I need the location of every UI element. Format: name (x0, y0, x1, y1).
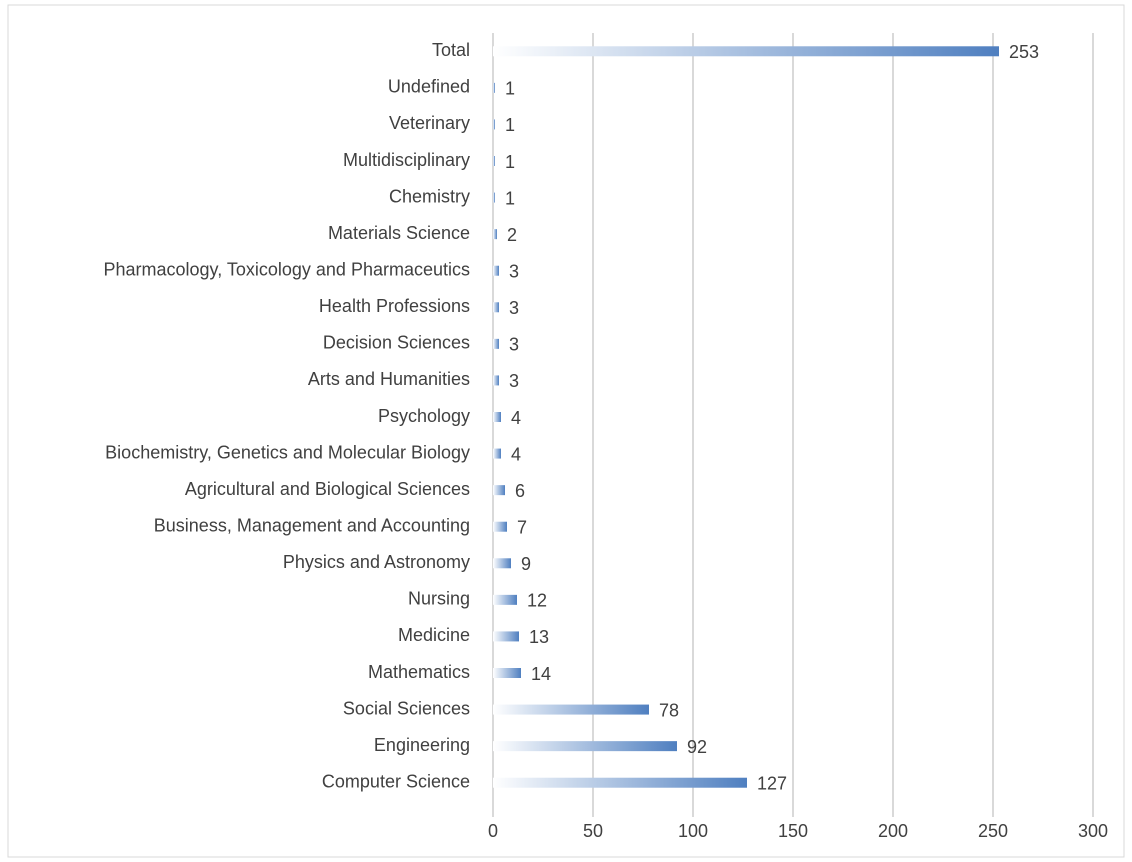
bar (493, 558, 511, 569)
bar (493, 338, 499, 349)
bar (493, 741, 677, 752)
value-label: 3 (509, 371, 519, 391)
y-tick-label: Mathematics (368, 662, 470, 682)
x-tick-label: 200 (878, 821, 908, 841)
bar (493, 302, 499, 313)
chart-frame (7, 4, 1125, 858)
y-tick-label: Undefined (388, 77, 470, 97)
y-tick-label: Physics and Astronomy (283, 552, 470, 572)
x-tick-label: 50 (583, 821, 603, 841)
value-label: 1 (505, 152, 515, 172)
y-tick-label: Pharmacology, Toxicology and Pharmaceuti… (103, 259, 470, 279)
y-tick-label: Arts and Humanities (308, 369, 470, 389)
bar (493, 156, 495, 166)
y-tick-label: Veterinary (389, 113, 470, 133)
value-label: 3 (509, 298, 519, 318)
y-tick-label: Medicine (398, 625, 470, 645)
bar (493, 521, 507, 532)
bar (493, 46, 999, 57)
x-tick-label: 150 (778, 821, 808, 841)
x-tick-label: 100 (678, 821, 708, 841)
y-tick-label: Total (432, 40, 470, 60)
bar (493, 119, 495, 130)
bar (493, 229, 497, 240)
y-tick-label: Multidisciplinary (343, 150, 470, 170)
value-label: 7 (517, 517, 527, 537)
x-tick-label: 0 (488, 821, 498, 841)
bar (493, 82, 495, 93)
bar (493, 265, 499, 276)
value-label: 1 (505, 188, 515, 208)
value-label: 9 (521, 554, 531, 574)
y-tick-label: Agricultural and Biological Sciences (185, 479, 470, 499)
y-tick-label: Materials Science (328, 223, 470, 243)
bar (493, 375, 499, 386)
bar (493, 192, 495, 203)
y-tick-label: Psychology (378, 406, 470, 426)
x-tick-label: 300 (1078, 821, 1108, 841)
y-tick-label: Social Sciences (343, 698, 470, 718)
value-label: 14 (531, 664, 551, 684)
value-label: 13 (529, 627, 549, 647)
value-label: 6 (515, 481, 525, 501)
bar (493, 704, 649, 715)
y-tick-label: Biochemistry, Genetics and Molecular Bio… (105, 442, 470, 462)
value-label: 1 (505, 79, 515, 99)
value-label: 2 (507, 225, 517, 245)
value-label: 253 (1009, 42, 1039, 62)
x-tick-label: 250 (978, 821, 1008, 841)
value-label: 1 (505, 115, 515, 135)
bar (493, 777, 747, 788)
value-label: 3 (509, 261, 519, 281)
value-label: 3 (509, 335, 519, 355)
bar (493, 485, 505, 496)
bar (493, 448, 501, 459)
y-tick-label: Computer Science (322, 771, 470, 791)
value-label: 12 (527, 591, 547, 611)
value-label: 127 (757, 773, 787, 793)
bar (493, 668, 521, 678)
y-tick-label: Engineering (374, 735, 470, 755)
value-label: 4 (511, 408, 521, 428)
bar (493, 594, 517, 605)
value-label: 4 (511, 444, 521, 464)
y-tick-label: Health Professions (319, 296, 470, 316)
y-tick-label: Business, Management and Accounting (154, 515, 470, 535)
value-label: 78 (659, 700, 679, 720)
y-tick-label: Nursing (408, 589, 470, 609)
value-label: 92 (687, 737, 707, 757)
y-tick-label: Chemistry (389, 186, 470, 206)
y-tick-label: Decision Sciences (323, 333, 470, 353)
bar (493, 631, 519, 642)
bar (493, 412, 501, 422)
